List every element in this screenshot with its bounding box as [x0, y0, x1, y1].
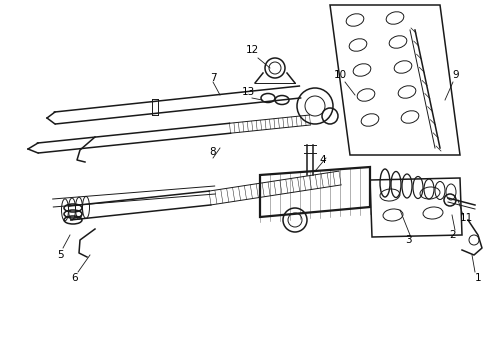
Text: 3: 3: [405, 235, 411, 245]
Text: 13: 13: [242, 87, 255, 97]
Text: 10: 10: [333, 70, 346, 80]
Text: 5: 5: [57, 250, 63, 260]
Text: 12: 12: [245, 45, 259, 55]
Text: 1: 1: [475, 273, 481, 283]
Text: 4: 4: [319, 155, 326, 165]
Text: 11: 11: [460, 213, 473, 223]
Text: 6: 6: [72, 273, 78, 283]
Text: 2: 2: [450, 230, 456, 240]
Text: 8: 8: [210, 147, 216, 157]
Text: 7: 7: [210, 73, 216, 83]
Text: 9: 9: [453, 70, 459, 80]
